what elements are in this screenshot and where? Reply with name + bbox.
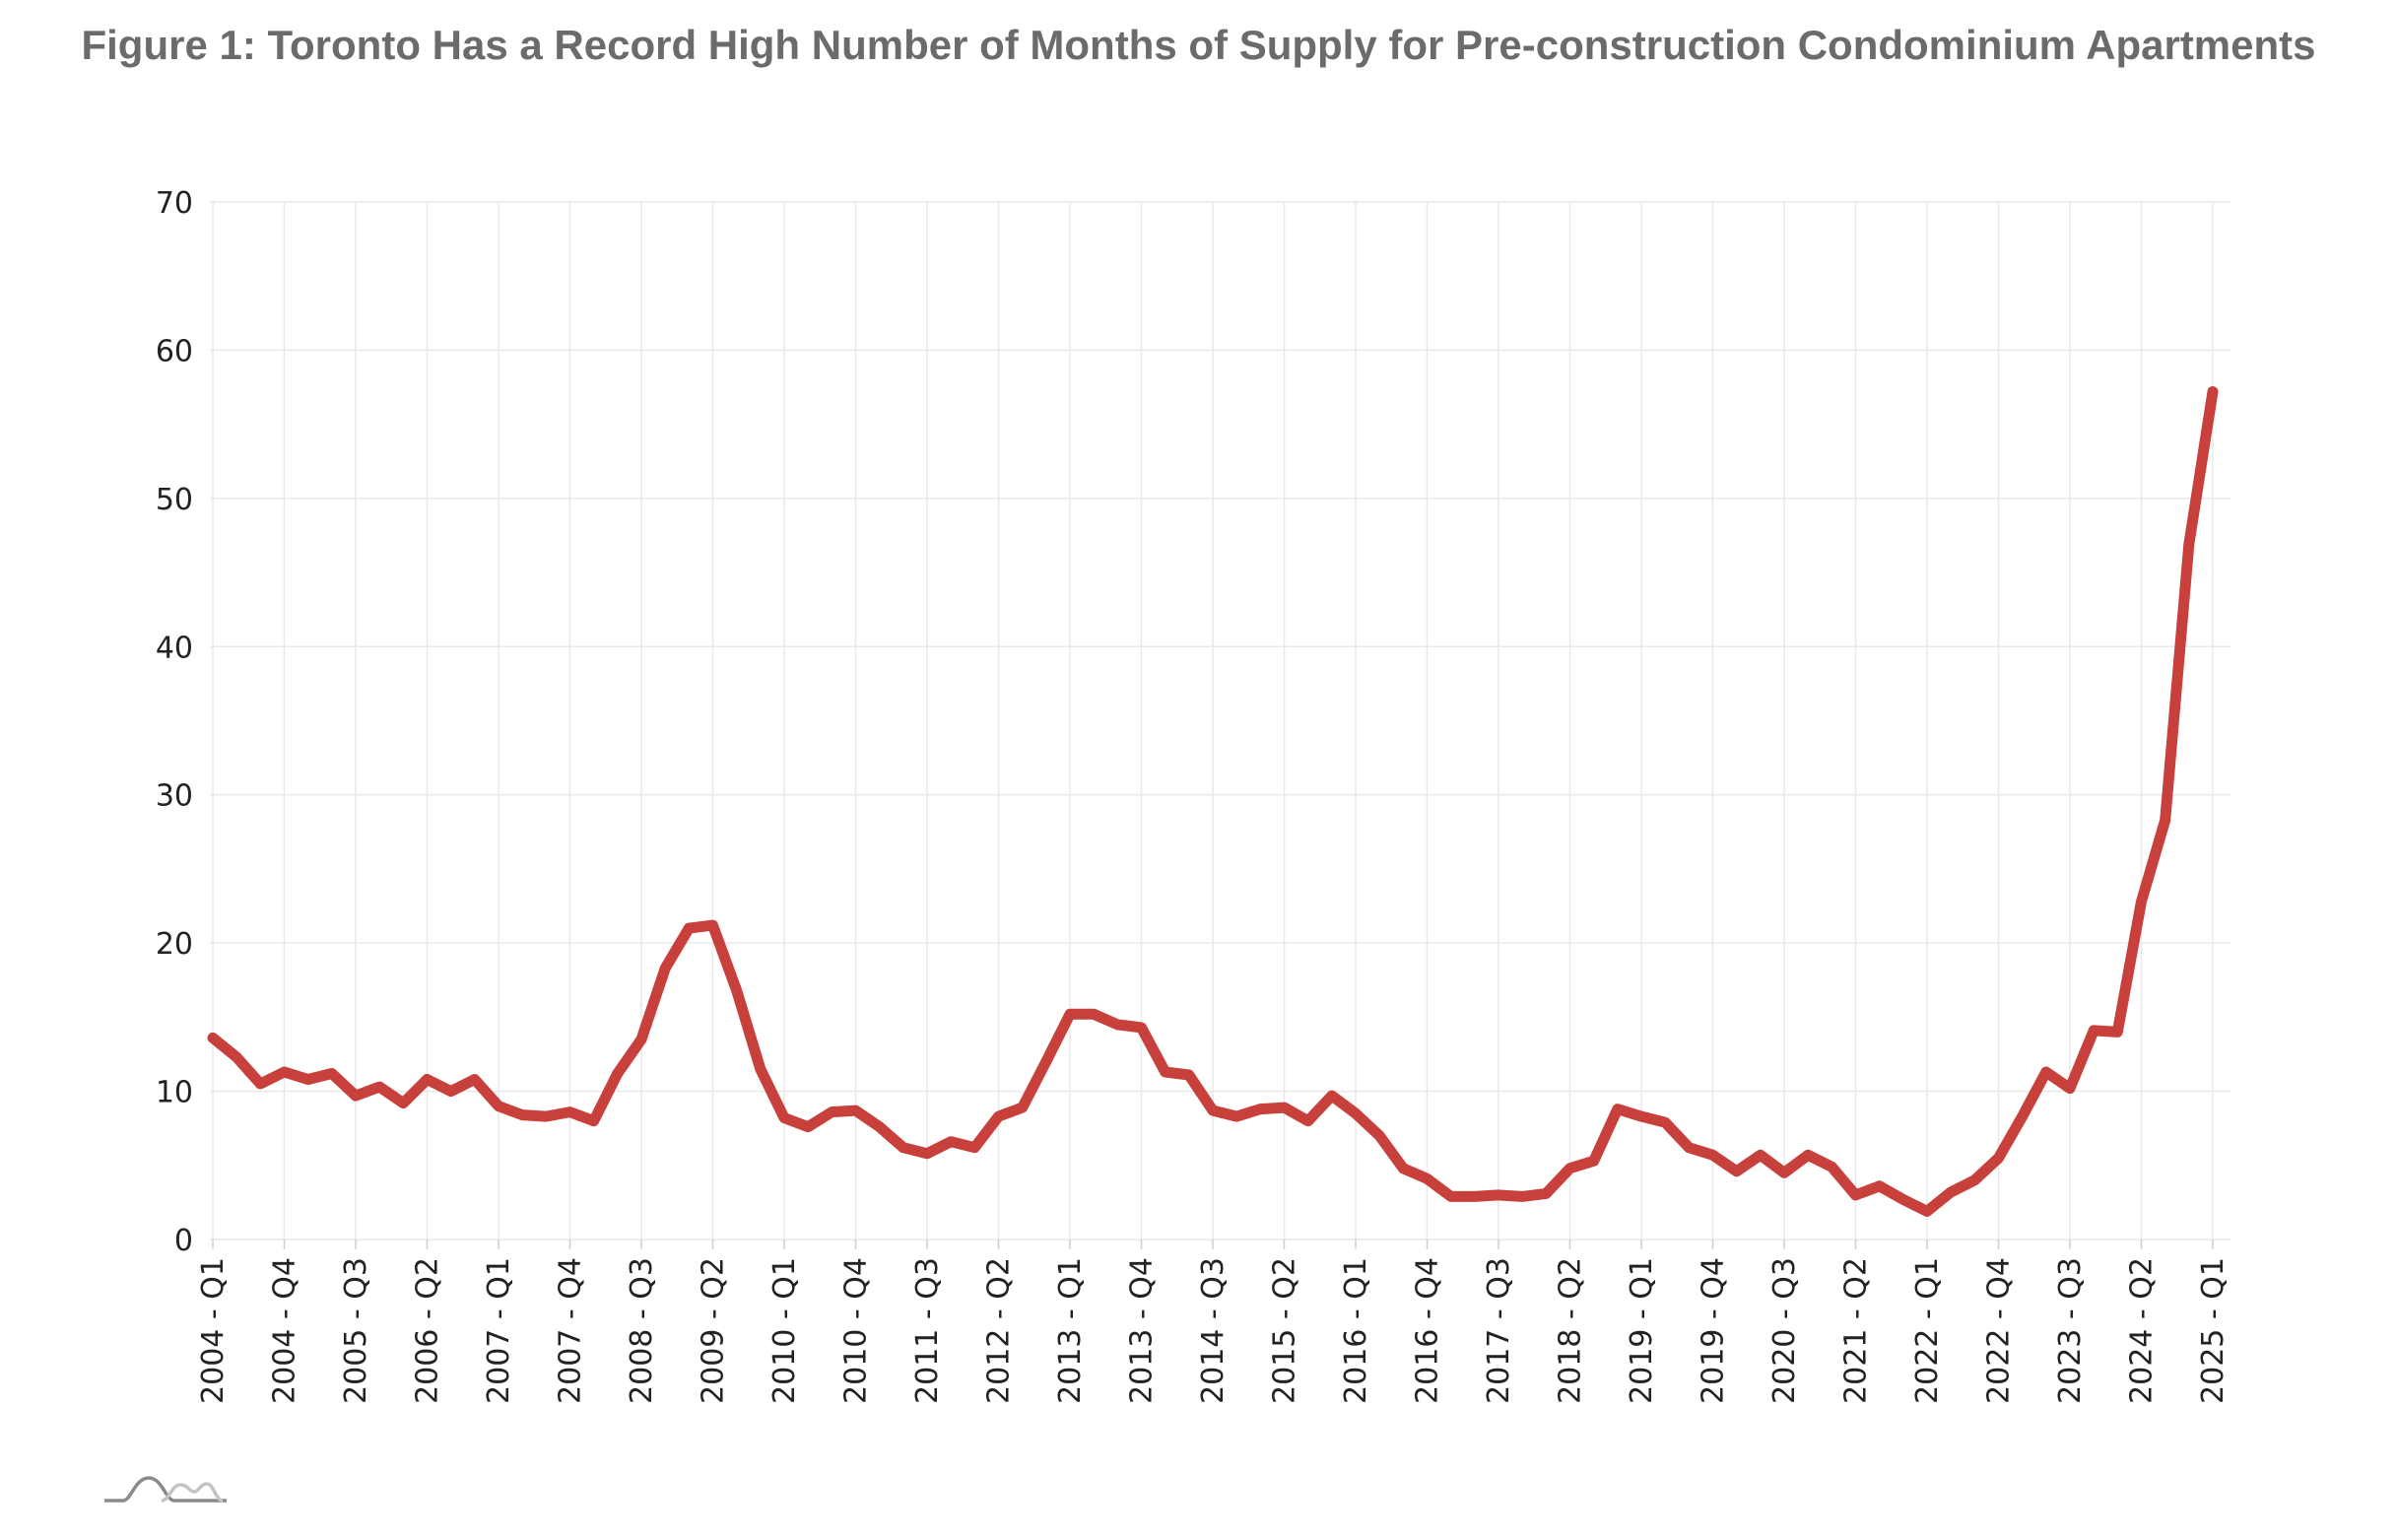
x-tick-label: 2023 - Q3 [2053, 1257, 2088, 1404]
x-tick-label: 2008 - Q3 [625, 1257, 659, 1404]
x-tick-label: 2004 - Q1 [196, 1257, 231, 1404]
y-tick-label: 70 [156, 186, 193, 221]
y-axis: 0 10 20 30 40 50 60 70 [156, 186, 193, 1258]
x-axis: 2004 - Q1 2004 - Q4 2005 - Q3 2006 - Q2 2007… [196, 1239, 2231, 1404]
x-tick-label: 2024 - Q2 [2125, 1257, 2160, 1404]
x-tick-label: 2018 - Q2 [1554, 1257, 1588, 1404]
x-tick-label: 2011 - Q3 [910, 1257, 945, 1404]
x-tick-label: 2004 - Q4 [268, 1257, 302, 1404]
x-tick-label: 2007 - Q4 [554, 1257, 588, 1404]
y-tick-label: 20 [156, 927, 193, 962]
chart-title: Figure 1: Toronto Has a Record High Numb… [81, 22, 2316, 68]
x-tick-label: 2022 - Q1 [1910, 1257, 1945, 1404]
y-tick-label: 60 [156, 334, 193, 368]
x-tick-label: 2010 - Q4 [839, 1257, 874, 1404]
x-tick-label: 2005 - Q3 [339, 1257, 373, 1404]
y-tick-label: 0 [174, 1224, 193, 1258]
x-tick-label: 2012 - Q2 [982, 1257, 1017, 1404]
x-tick-label: 2021 - Q2 [1839, 1257, 1874, 1404]
series-line [207, 386, 2219, 1217]
series-layer [207, 386, 2219, 1217]
x-tick-label: 2019 - Q4 [1697, 1257, 1731, 1404]
x-tick-label: 2025 - Q1 [2196, 1257, 2231, 1404]
x-tick-label: 2013 - Q4 [1125, 1257, 1160, 1404]
x-tick-label: 2016 - Q4 [1411, 1257, 1445, 1404]
x-tick-label: 2017 - Q3 [1482, 1257, 1516, 1404]
x-tick-label: 2019 - Q1 [1625, 1257, 1659, 1404]
x-tick-label: 2016 - Q1 [1339, 1257, 1373, 1404]
x-tick-label: 2009 - Q2 [697, 1257, 731, 1404]
x-tick-label: 2007 - Q1 [482, 1257, 516, 1404]
x-tick-label: 2020 - Q3 [1767, 1257, 1802, 1404]
x-tick-label: 2010 - Q1 [767, 1257, 802, 1404]
x-tick-label: 2014 - Q3 [1196, 1257, 1231, 1404]
y-tick-label: 50 [156, 483, 193, 517]
x-tick-label: 2006 - Q2 [411, 1257, 445, 1404]
y-tick-label: 40 [156, 631, 193, 665]
x-tick-label: 2015 - Q2 [1268, 1257, 1302, 1404]
grid [210, 201, 2231, 1240]
x-tick-label: 2022 - Q4 [1982, 1257, 2017, 1404]
logo-icon [104, 1476, 227, 1503]
y-tick-label: 30 [156, 779, 193, 814]
y-tick-label: 10 [156, 1076, 193, 1110]
x-tick-label: 2013 - Q1 [1053, 1257, 1088, 1404]
